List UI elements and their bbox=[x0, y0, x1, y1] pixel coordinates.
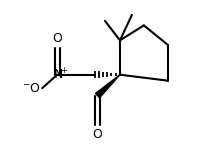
Text: $^{-}$O: $^{-}$O bbox=[22, 82, 41, 95]
Text: N: N bbox=[53, 68, 63, 81]
Text: O: O bbox=[93, 128, 102, 142]
Text: O: O bbox=[52, 32, 62, 45]
Polygon shape bbox=[95, 75, 120, 98]
Text: +: + bbox=[60, 67, 67, 75]
